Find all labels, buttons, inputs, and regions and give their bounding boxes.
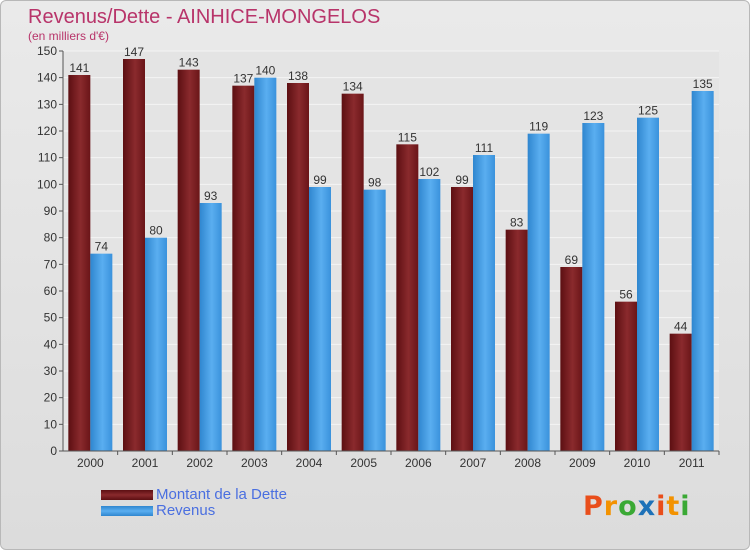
y-tick-label: 120 (37, 124, 57, 138)
bar-revenus (527, 133, 550, 451)
y-tick-label: 150 (37, 44, 57, 58)
x-tick-label: 2005 (350, 456, 377, 470)
data-label-dette: 44 (674, 320, 688, 334)
bar-dette (560, 267, 583, 451)
logo-letter: x (637, 491, 657, 522)
x-tick-label: 2003 (241, 456, 268, 470)
x-tick-label: 2000 (77, 456, 104, 470)
y-tick-label: 30 (44, 364, 58, 378)
bar-revenus (418, 179, 441, 451)
data-label-dette: 143 (179, 56, 199, 70)
bar-dette (615, 301, 637, 451)
logo-letter: i (656, 491, 667, 522)
data-label-dette: 141 (69, 61, 89, 75)
data-label-revenus: 93 (204, 189, 218, 203)
bar-dette (341, 93, 364, 452)
y-tick-label: 10 (44, 417, 58, 431)
bar-revenus (691, 91, 714, 451)
chart-title: Revenus/Dette - AINHICE-MONGELOS (28, 6, 381, 28)
y-tick-label: 90 (44, 204, 58, 218)
x-tick-label: 2009 (569, 456, 596, 470)
legend-swatch-dette (101, 490, 153, 500)
x-tick-label: 2010 (624, 456, 651, 470)
logo-letter: P (583, 491, 604, 522)
data-label-dette: 69 (565, 253, 579, 267)
data-label-revenus: 125 (638, 104, 658, 118)
y-tick-label: 50 (44, 311, 58, 325)
y-tick-label: 100 (37, 177, 57, 191)
bar-dette (669, 333, 692, 451)
logo-letter: t (666, 491, 681, 522)
x-tick-label: 2006 (405, 456, 432, 470)
x-tick-label: 2011 (679, 456, 705, 470)
data-label-revenus: 135 (693, 77, 713, 91)
x-tick-label: 2007 (460, 456, 487, 470)
data-label-revenus: 74 (95, 240, 109, 254)
bar-revenus (90, 253, 113, 451)
y-tick-label: 130 (37, 97, 57, 111)
x-tick-label: 2004 (296, 456, 323, 470)
x-tick-label: 2008 (514, 456, 541, 470)
data-label-dette: 115 (398, 130, 417, 144)
data-label-dette: 83 (510, 216, 524, 230)
bar-revenus (363, 189, 386, 451)
bar-dette (396, 144, 419, 452)
y-tick-label: 110 (38, 151, 57, 165)
bar-dette (68, 75, 91, 451)
data-label-revenus: 98 (368, 176, 382, 190)
bar-revenus (309, 187, 331, 451)
data-label-revenus: 102 (419, 165, 439, 179)
y-tick-label: 140 (37, 71, 57, 85)
proxiti-logo: Proxiti (583, 491, 691, 522)
axes: 0 10 20 30 40 50 60 70 80 90 100 110 120 130 140 150 200… (37, 44, 720, 470)
legend-label-revenus: Revenus (156, 502, 216, 519)
bar-revenus (473, 155, 495, 451)
plot-background (63, 51, 719, 451)
data-label-revenus: 99 (313, 173, 327, 187)
bar-dette (451, 187, 473, 451)
y-tick-label: 70 (44, 257, 58, 271)
data-label-revenus: 80 (149, 224, 163, 238)
data-label-revenus: 119 (529, 120, 548, 134)
legend-label-dette: Montant de la Dette (156, 486, 287, 503)
y-tick-label: 60 (44, 284, 58, 298)
x-tick-label: 2002 (186, 456, 213, 470)
x-tick-label: 2001 (132, 456, 159, 470)
y-tick-label: 80 (44, 231, 58, 245)
bar-dette (505, 229, 528, 451)
data-label-dette: 134 (343, 80, 363, 94)
data-label-revenus: 111 (475, 141, 494, 155)
data-label-dette: 99 (455, 173, 469, 187)
data-label-revenus: 123 (583, 109, 603, 123)
bar-dette (232, 85, 255, 452)
plot-area (63, 51, 719, 451)
chart-subtitle: (en milliers d'€) (28, 29, 109, 43)
bar-revenus (637, 117, 659, 452)
bars (68, 59, 714, 452)
bar-dette (123, 59, 145, 451)
gridlines (63, 50, 719, 425)
logo-letter: o (618, 491, 638, 522)
data-label-dette: 138 (288, 69, 308, 83)
data-label-dette: 137 (233, 72, 253, 86)
data-label-revenus: 140 (255, 64, 275, 78)
data-label-dette: 56 (619, 288, 633, 302)
data-label-dette: 147 (124, 45, 144, 59)
bar-revenus (582, 123, 605, 451)
y-tick-label: 40 (44, 337, 58, 351)
logo-letter: i (680, 491, 691, 522)
y-tick-label: 20 (44, 391, 58, 405)
bar-revenus (145, 237, 167, 451)
bar-revenus (199, 203, 222, 451)
logo-letter: r (603, 491, 619, 522)
bar-dette (177, 69, 200, 452)
bar-revenus (254, 77, 277, 452)
legend-swatch-revenus (101, 506, 153, 516)
bar-dette (287, 83, 309, 451)
y-tick-label: 0 (50, 444, 57, 458)
